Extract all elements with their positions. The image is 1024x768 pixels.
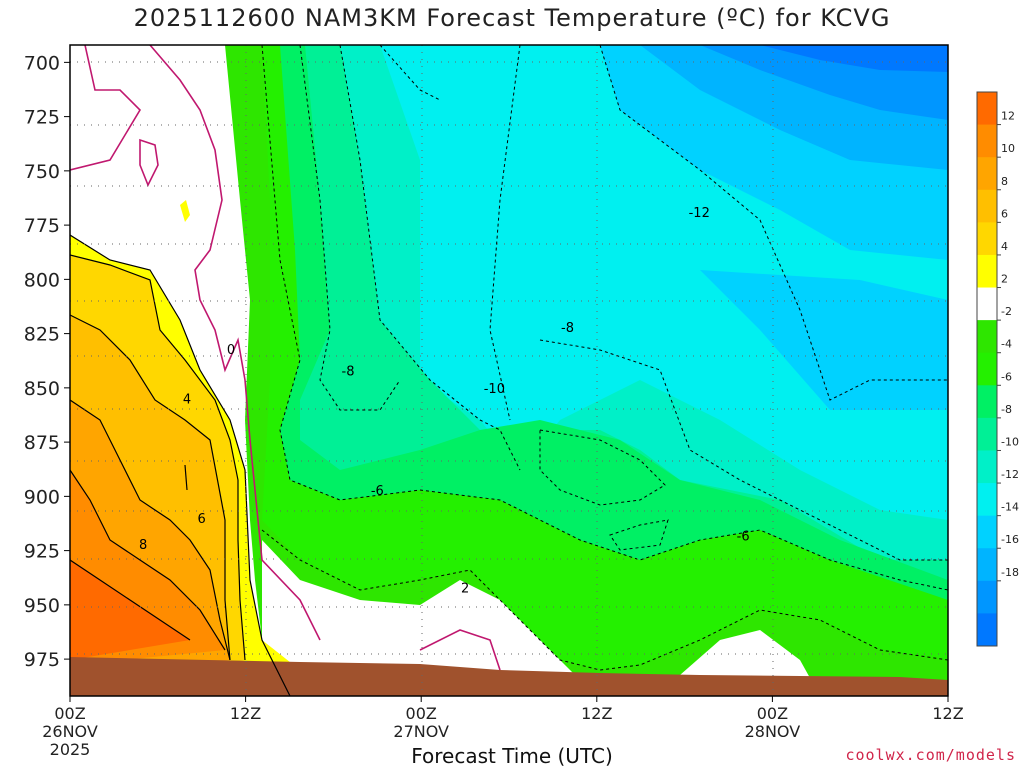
contour-label: 6 [198,512,206,527]
band-minus2-to-plus2-surface [262,540,820,696]
contour-minus6 [261,45,948,591]
contour-minus8 [299,45,948,561]
contour-label: 0 [227,343,235,358]
contour-minus2 [261,529,948,671]
contour-minus10 [339,45,521,471]
contour-plus10 [70,469,226,651]
y-tick-label: 975 [24,649,60,671]
contour-label: -6 [737,529,750,544]
y-tick-label: 700 [24,52,60,74]
contour-plus6 [70,314,231,661]
y-tick-label: 875 [24,432,60,454]
contour-plus4 [70,254,246,661]
contour-plus8 [70,399,231,661]
contour-minus8-island [539,429,666,506]
contour-plus2 [70,234,291,696]
y-tick-label: 900 [24,486,60,508]
y-tick-label: 950 [24,595,60,617]
contour-label: -12 [689,206,710,221]
x-tick-label: 2025 [50,740,91,759]
contour-label: -10 [484,382,505,397]
contour-label: 2 [461,582,469,597]
x-tick-label: 12Z [932,704,963,723]
y-tick-label: 725 [24,107,60,129]
y-tick-label: 800 [24,269,60,291]
y-tick-label: 825 [24,324,60,346]
contour-minus6-small [609,519,669,551]
x-tick-label: 12Z [581,704,612,723]
contour-label: -8 [342,365,355,380]
contour-zero [70,45,501,671]
contour-label: 4 [183,393,191,408]
band-plus12-plus [70,560,190,660]
y-tick-label: 775 [24,215,60,237]
band-island [540,430,665,505]
y-axis: 700 725 750 775 800 825 850 875 900 925 950 975 [24,52,70,671]
x-tick-label: 26NOV [42,722,98,741]
x-tick-label: 00Z [54,704,85,723]
y-tick-label: 850 [24,378,60,400]
credit-text: coolwx.com/models [845,746,1016,764]
x-tick-label: 00Z [757,704,788,723]
band-below-minus20 [760,45,948,72]
contour-label: -8 [561,321,574,336]
terrain [70,657,948,696]
contour-label: 8 [139,538,147,553]
contour-labels: 0 4 6 8 -8 -10 -12 -8 -6 -6 2 [139,206,750,596]
x-tick-label: 12Z [230,704,261,723]
contour-minus12 [379,45,948,401]
x-tick-label: 00Z [406,704,437,723]
contour-plus12 [70,559,191,641]
band-minus12-lighter [700,270,948,410]
x-tick-label: 28NOV [745,722,801,741]
chart-title: 2025112600 NAM3KM Forecast Temperature (… [133,4,891,32]
band-minus4-to-minus6 [262,45,948,696]
band-plus2-to-plus4-blob [180,200,190,222]
contour-label: -6 [371,484,384,499]
x-tick-label: 27NOV [393,722,449,741]
contour-plus4-blob [184,464,188,491]
y-tick-label: 750 [24,161,60,183]
y-tick-label: 925 [24,541,60,563]
plot-frame [69,44,949,697]
x-axis-title: Forecast Time (UTC) [411,744,613,768]
